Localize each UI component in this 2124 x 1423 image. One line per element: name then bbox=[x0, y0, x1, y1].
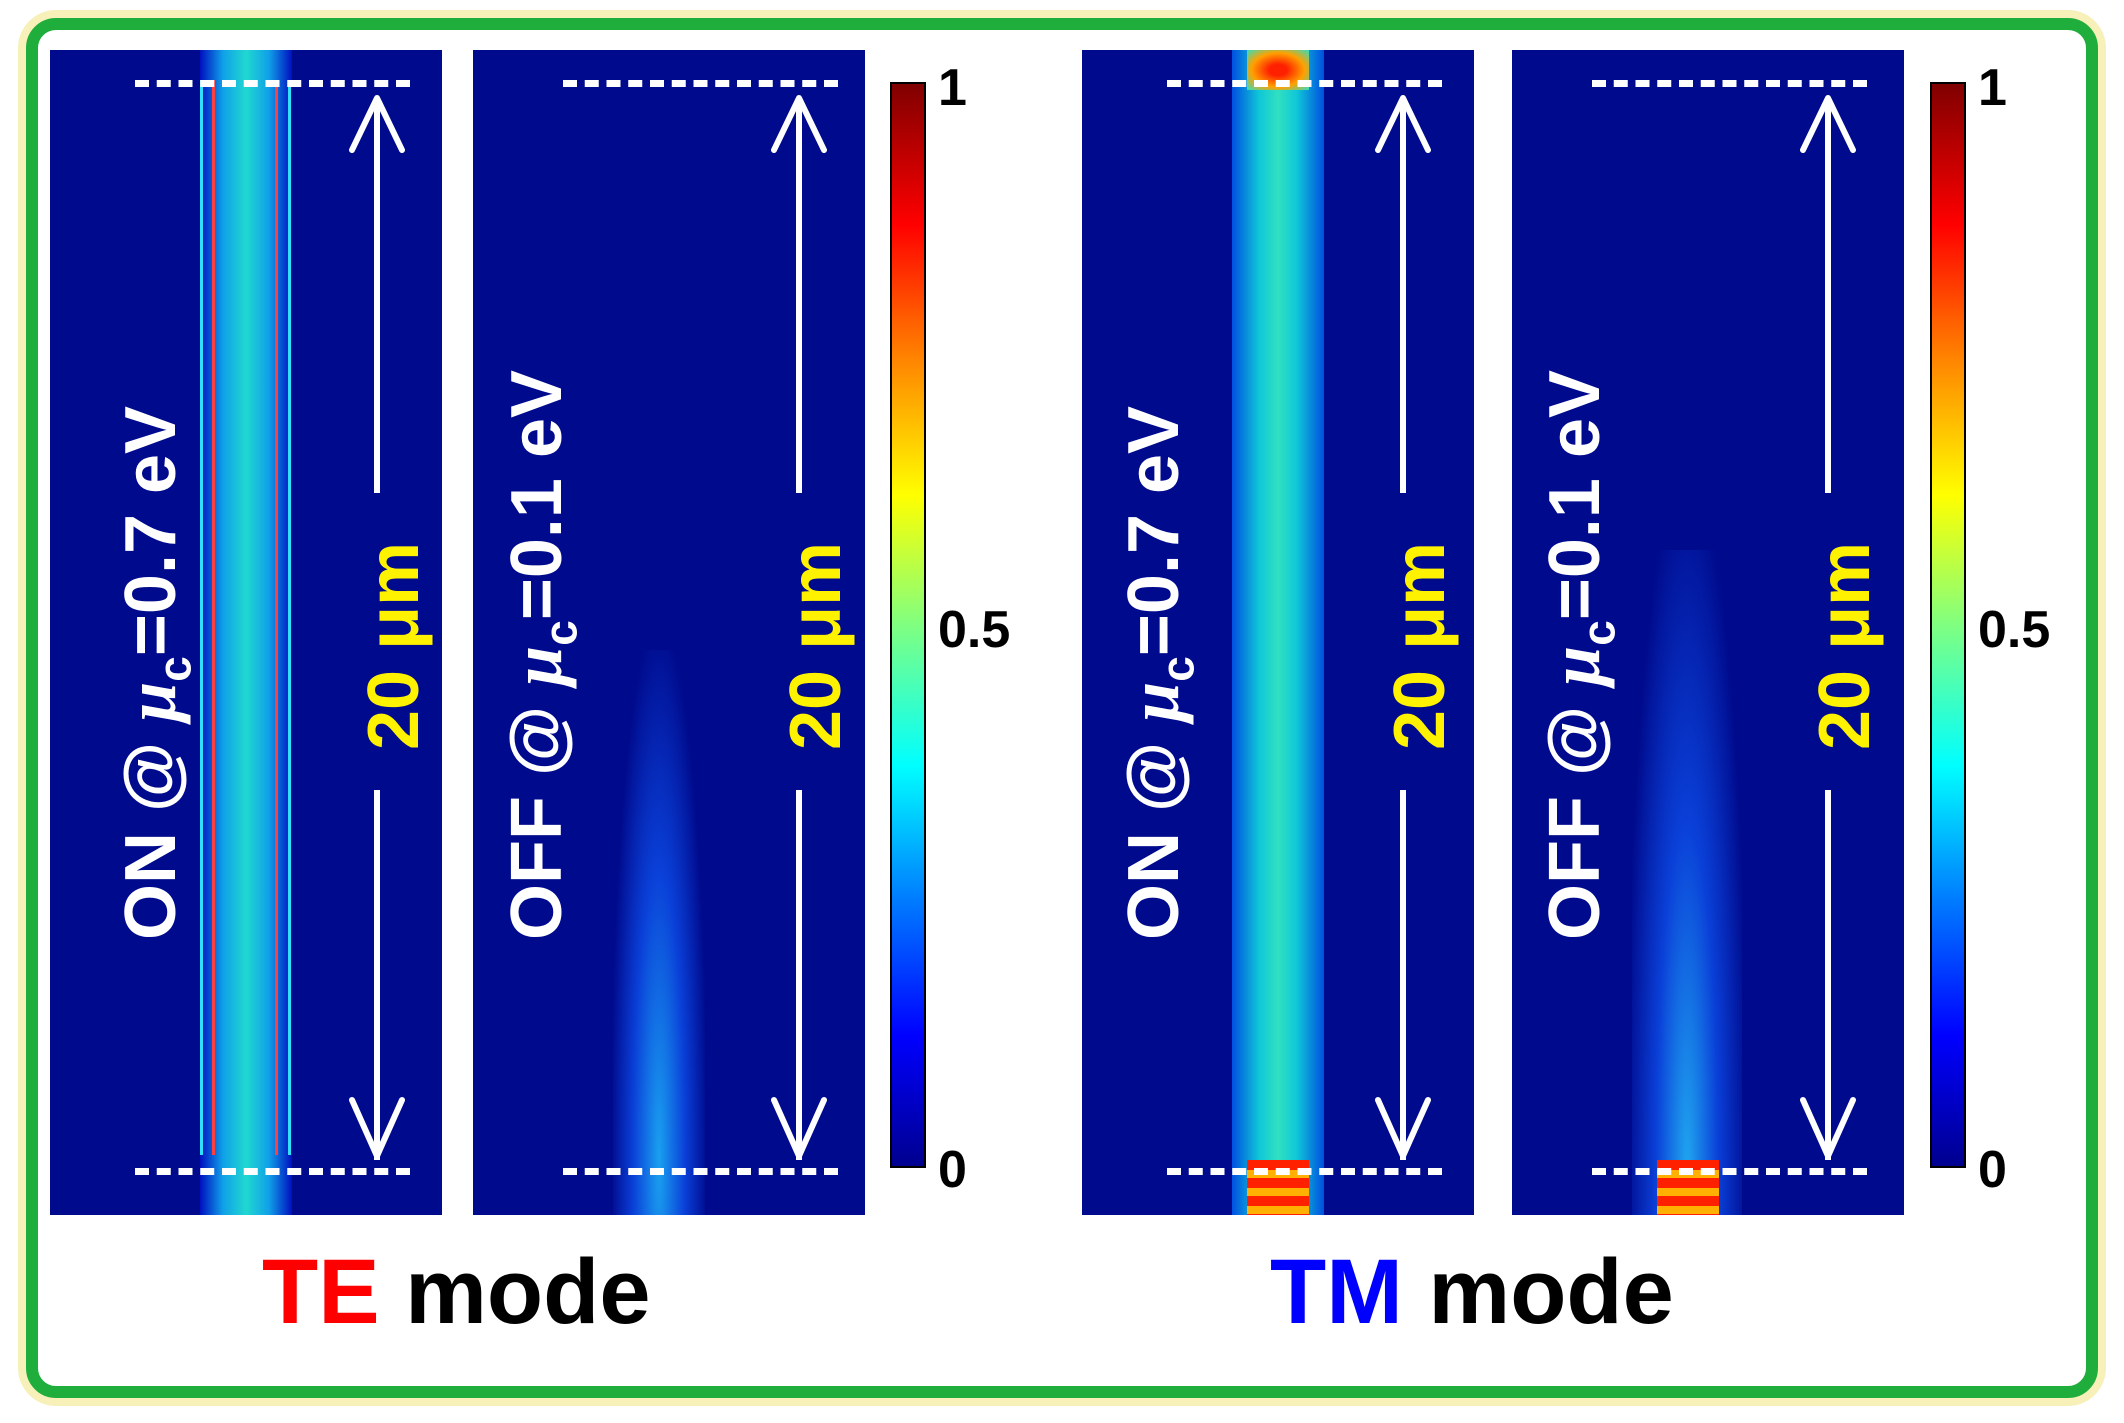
graphene-edge-line bbox=[275, 80, 278, 1155]
top-boundary-dashed-line bbox=[563, 80, 838, 87]
colorbar-mid-label: 0.5 bbox=[1978, 601, 2051, 659]
length-arrow-up bbox=[1400, 98, 1406, 493]
length-arrow-up bbox=[796, 98, 802, 493]
length-arrow-down bbox=[374, 790, 380, 1160]
bottom-boundary-dashed-line bbox=[135, 1168, 410, 1175]
state-label: ON @ μc=0.7 eV bbox=[1114, 405, 1204, 940]
colorbar bbox=[1930, 82, 1966, 1168]
bottom-boundary-dashed-line bbox=[1592, 1168, 1867, 1175]
te-mode-name: TE bbox=[262, 1241, 380, 1343]
top-boundary-dashed-line bbox=[135, 80, 410, 87]
colorbar-min-label: 0 bbox=[1978, 1141, 2007, 1199]
top-boundary-dashed-line bbox=[1167, 80, 1442, 87]
bottom-boundary-dashed-line bbox=[1167, 1168, 1442, 1175]
te-mode-label: TE mode bbox=[262, 1241, 651, 1343]
length-arrow-up bbox=[374, 98, 380, 493]
colorbar-max-label: 1 bbox=[1978, 59, 2007, 117]
colorbar-min-label: 0 bbox=[938, 1141, 967, 1199]
length-arrow-down bbox=[796, 790, 802, 1160]
length-label: 20 μm bbox=[354, 541, 434, 750]
state-label: OFF @ μc=0.1 eV bbox=[497, 369, 587, 940]
panel-te-on: ON @ μc=0.7 eV 20 μm bbox=[50, 50, 442, 1215]
colorbar bbox=[890, 82, 926, 1168]
state-label: ON @ μc=0.7 eV bbox=[111, 405, 201, 940]
top-boundary-dashed-line bbox=[1592, 80, 1867, 87]
colorbar-max-label: 1 bbox=[938, 59, 967, 117]
length-arrow-down bbox=[1825, 790, 1831, 1160]
tm-mode-label: TM mode bbox=[1270, 1241, 1674, 1343]
graphene-edge-line bbox=[212, 80, 215, 1155]
field-beam bbox=[613, 650, 705, 1215]
panel-tm-off: OFF @ μc=0.1 eV 20 μm bbox=[1512, 50, 1904, 1215]
length-arrow-up bbox=[1825, 98, 1831, 493]
length-arrow-down bbox=[1400, 790, 1406, 1160]
state-label: OFF @ μc=0.1 eV bbox=[1535, 369, 1625, 940]
length-label: 20 μm bbox=[1805, 541, 1885, 750]
panel-tm-on: ON @ μc=0.7 eV 20 μm bbox=[1082, 50, 1474, 1215]
length-label: 20 μm bbox=[776, 541, 856, 750]
panel-te-off: OFF @ μc=0.1 eV 20 μm bbox=[473, 50, 865, 1215]
length-label: 20 μm bbox=[1380, 541, 1460, 750]
colorbar-mid-label: 0.5 bbox=[938, 601, 1011, 659]
field-beam bbox=[1232, 50, 1324, 1215]
tm-mode-name: TM bbox=[1270, 1241, 1403, 1343]
graphene-edge-line bbox=[200, 80, 203, 1155]
bottom-boundary-dashed-line bbox=[563, 1168, 838, 1175]
graphene-edge-line bbox=[288, 80, 291, 1155]
field-beam bbox=[1632, 550, 1742, 1215]
